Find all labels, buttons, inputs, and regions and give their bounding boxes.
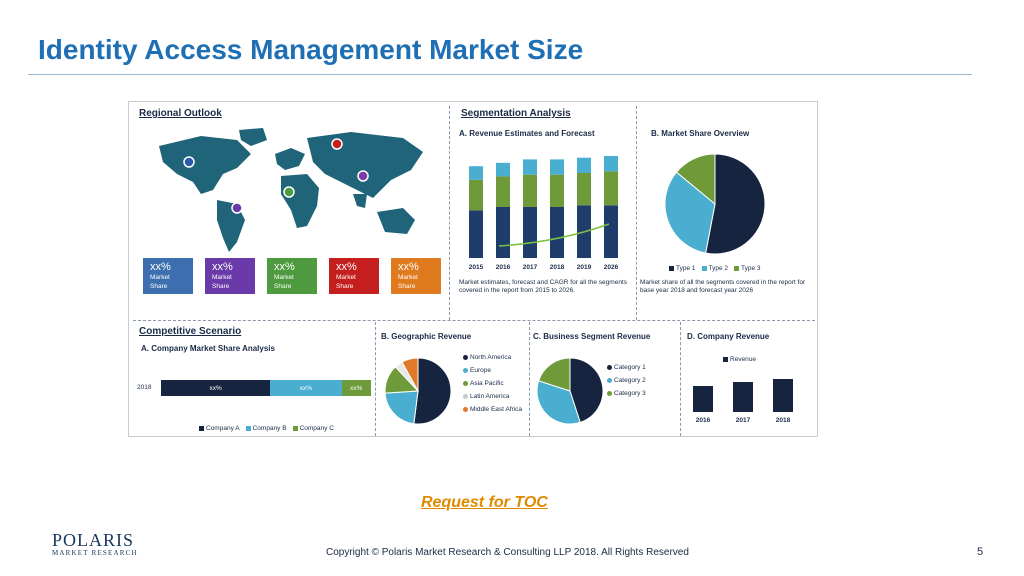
request-toc-link[interactable]: Request for TOC [421,494,548,511]
cagr-trend-line [498,223,610,247]
company-share-segment: xx% [341,380,371,396]
company-share-year: 2018 [137,384,152,391]
revenue-bar-segment [523,207,537,258]
pie-slice [384,390,419,425]
region-share-box: xx% Market Share [205,258,255,294]
revenue-note: Market estimates, forecast and CAGR for … [459,279,627,295]
company-share-bar: xx% xx% xx% [161,380,371,396]
region-share-box: xx% Market Share [143,258,193,294]
revenue-bar-segment [550,159,564,175]
legend-item: Type 2 [701,265,728,272]
legend-item: Company B [245,425,287,432]
business-segment-pie [536,357,604,425]
revenue-bar-segment [550,174,564,207]
geographic-pie [384,357,452,425]
legend-item: Category 3 [607,390,669,397]
map-pin-icons [183,138,369,214]
page-number: 5 [977,546,984,558]
legend-item: Asia Pacific [463,380,525,387]
legend-item: Category 1 [607,364,669,371]
market-share-pie [664,153,766,255]
region-share-box: xx% Market Share [391,258,441,294]
revenue-tick-label: 2017 [523,264,538,271]
legend-item: Latin America [463,393,525,400]
revenue-tick-label: 2018 [550,264,565,271]
pie-slice [413,357,452,425]
revenue-bar-segment [577,157,591,173]
segmentation-title: Segmentation Analysis [461,108,571,119]
market-share-title: B. Market Share Overview [651,129,750,138]
geographic-title: B. Geographic Revenue [381,332,472,341]
company-revenue-legend: Revenue [723,356,756,363]
revenue-bar-segment [523,159,537,175]
company-revenue-chart: 2016 2017 2018 [693,379,793,424]
revenue-bar-segment [523,174,537,207]
company-revenue-tick: 2018 [776,417,791,424]
regional-outlook-title: Regional Outlook [139,108,222,119]
revenue-tick-label: 2026 [604,264,619,271]
legend-item: Category 2 [607,377,669,384]
page-title: Identity Access Management Market Size [38,34,584,65]
revenue-bar-segment [604,171,618,206]
pie-slice [536,380,581,425]
competitive-title: Competitive Scenario [139,326,242,337]
legend-item: Company A [199,425,240,432]
legend-item: Type 1 [669,265,696,272]
revenue-tick-label: 2015 [469,264,484,271]
region-share-box: xx% Market Share [329,258,379,294]
copyright-text: Copyright © Polaris Market Research & Co… [326,547,689,558]
legend-item: Middle East Africa [463,406,525,413]
geographic-legend: North America Europe Asia Pacific Latin Ame… [463,354,525,419]
revenue-estimates-chart: 2015 2016 2017 2018 2019 2026 [469,156,619,271]
legend-item: Europe [463,367,525,374]
legend-item: Company C [292,425,334,432]
revenue-tick-label: 2016 [496,264,511,271]
revenue-bar-segment [550,207,564,258]
pie-slice [569,357,604,424]
pie-slice [705,153,766,255]
revenue-bar-segment [469,210,483,258]
revenue-estimates-title: A. Revenue Estimates and Forecast [459,129,595,138]
company-revenue-bar [693,386,713,412]
polaris-logo: POLARIS MARKET RESEARCH [52,530,138,557]
region-share-box: xx% Market Share [267,258,317,294]
pie-slice [664,171,716,254]
legend-item: North America [463,354,525,361]
company-share-segment: xx% [270,380,342,396]
company-share-segment: xx% [161,380,271,396]
world-map [159,128,423,252]
company-revenue-bar [733,382,753,412]
pie-slice [537,357,571,392]
company-revenue-tick: 2016 [696,417,711,424]
revenue-bar-segment [469,179,483,211]
revenue-bar-segment [469,166,483,180]
market-infographic: Regional Outlook xx% Market Share xx% Market… [128,101,818,437]
business-segment-title: C. Business Segment Revenue [533,332,651,341]
revenue-bar-segment [496,176,510,207]
pie-slice [401,357,419,392]
revenue-bar-segment [577,173,591,206]
revenue-tick-label: 2019 [577,264,592,271]
market-share-legend: Type 1 Type 2 Type 3 [669,257,767,275]
revenue-bar-segment [604,156,618,172]
business-segment-legend: Category 1 Category 2 Category 3 [607,364,669,403]
legend-item: Type 3 [734,265,761,272]
company-share-legend: Company A Company B Company C [199,417,340,435]
title-divider [28,74,972,75]
pie-slice [675,153,716,206]
revenue-bar-segment [496,207,510,258]
company-revenue-bar [773,379,793,412]
revenue-bar-segment [496,162,510,177]
company-revenue-tick: 2017 [736,417,751,424]
market-share-note: Market share of all the segments covered… [640,279,806,295]
company-share-title: A. Company Market Share Analysis [141,344,275,353]
company-revenue-title: D. Company Revenue [687,332,770,341]
revenue-bar-segment [604,205,618,258]
